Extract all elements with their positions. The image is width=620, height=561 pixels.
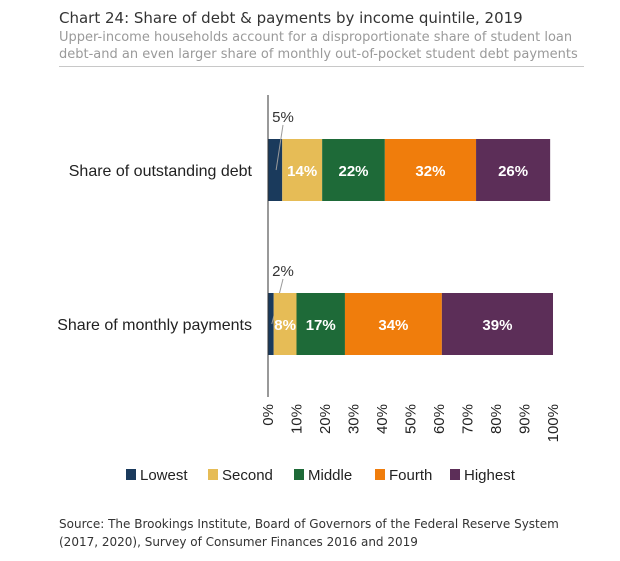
bar-segment-lowest (268, 293, 274, 355)
legend-label: Fourth (389, 467, 432, 484)
x-tick-label: 0% (260, 404, 277, 426)
axis-layer: 0% 10% 20% 30% 40% 50% 60% 70% 80% 90% 100% (260, 95, 562, 442)
bar-segment-lowest (268, 139, 283, 201)
data-label: 8% (274, 317, 296, 334)
chart-title: Chart 24: Share of debt & payments by in… (59, 9, 523, 27)
category-label: Share of monthly payments (57, 317, 252, 334)
data-label: 22% (338, 163, 368, 180)
x-tick-label: 80% (488, 404, 505, 434)
legend-swatch-highest (450, 469, 460, 480)
x-tick-label: 100% (545, 404, 562, 442)
legend-label: Highest (464, 467, 516, 484)
legend-label: Lowest (140, 467, 188, 484)
bar-segment-second (273, 293, 297, 355)
legend-swatch-fourth (375, 469, 385, 480)
x-tick-label: 50% (403, 404, 420, 434)
data-label: 26% (498, 163, 528, 180)
category-label: Share of outstanding debt (69, 163, 253, 180)
legend-swatch-lowest (126, 469, 136, 480)
legend: Lowest Second Middle Fourth Highest (126, 467, 516, 484)
x-tick-label: 10% (289, 404, 306, 434)
data-label: 14% (287, 163, 317, 180)
callout-leader-line (275, 124, 284, 171)
chart-subtitle: Upper-income households account for a di… (59, 30, 578, 62)
source-note: Source: The Brookings Institute, Board o… (59, 517, 559, 549)
bar-segment-highest (441, 293, 553, 355)
bar-segment-fourth (384, 139, 477, 201)
x-tick-label: 40% (374, 404, 391, 434)
legend-swatch-second (208, 469, 218, 480)
x-tick-label: 20% (317, 404, 334, 434)
bar-segment-second (282, 139, 323, 201)
bars-layer: 5% 14% 22% 32% 26% Share of outstanding debt 2… (57, 109, 553, 355)
bar-segment-middle (322, 139, 385, 201)
data-label-callout: 5% (272, 109, 294, 126)
legend-label: Second (222, 467, 273, 484)
bar-segment-middle (296, 293, 345, 355)
header-divider (59, 66, 584, 67)
data-label: 17% (306, 317, 336, 334)
chart-header: Chart 24: Share of debt & payments by in… (59, 8, 589, 63)
data-label: 34% (378, 317, 408, 334)
stacked-bar-chart: 5% 14% 22% 32% 26% Share of outstanding debt 2… (57, 95, 562, 484)
bar-segment-fourth (344, 293, 442, 355)
data-label-callout: 2% (272, 263, 294, 280)
data-label: 39% (482, 317, 512, 334)
x-tick-label: 60% (431, 404, 448, 434)
data-label: 32% (415, 163, 445, 180)
x-tick-label: 30% (346, 404, 363, 434)
legend-swatch-middle (294, 469, 304, 480)
x-tick-label: 90% (517, 404, 534, 434)
legend-label: Middle (308, 467, 352, 484)
x-tick-label: 70% (460, 404, 477, 434)
bar-segment-highest (476, 139, 551, 201)
